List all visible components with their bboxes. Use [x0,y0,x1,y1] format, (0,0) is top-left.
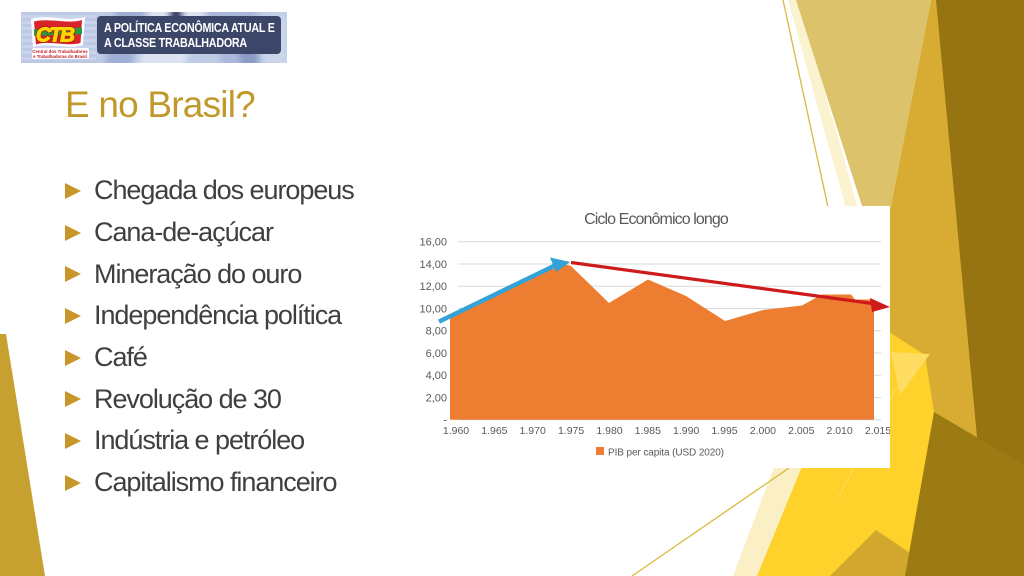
svg-text:16,00: 16,00 [419,237,447,249]
svg-text:2.015: 2.015 [865,425,890,437]
svg-text:14,00: 14,00 [419,259,447,271]
svg-text:2,00: 2,00 [426,392,447,404]
svg-text:2.010: 2.010 [826,425,852,437]
svg-text:e Trabalhadoras do Brasil: e Trabalhadoras do Brasil [33,54,87,59]
svg-text:1.980: 1.980 [596,425,622,437]
svg-text:CTB: CTB [36,24,75,47]
svg-text:A POLÍTICA ECONÔMICA ATUAL E: A POLÍTICA ECONÔMICA ATUAL E [104,20,275,35]
svg-text:2.005: 2.005 [788,425,814,437]
svg-text:10,00: 10,00 [419,303,447,315]
svg-text:PIB per capita (USD 2020): PIB per capita (USD 2020) [608,448,724,459]
svg-text:CTB: CTB [36,24,75,47]
svg-text:-: - [443,415,447,427]
svg-text:1.985: 1.985 [635,425,661,437]
svg-text:1.960: 1.960 [443,425,469,437]
svg-text:1.990: 1.990 [673,425,699,437]
svg-text:4,00: 4,00 [426,370,447,382]
svg-text:6,00: 6,00 [426,348,447,360]
svg-text:1.965: 1.965 [481,425,507,437]
svg-text:8,00: 8,00 [426,326,447,338]
svg-text:Central dos Trabalhadores: Central dos Trabalhadores [32,49,88,54]
svg-text:1.995: 1.995 [711,425,737,437]
svg-text:Ciclo Econômico longo: Ciclo Econômico longo [584,211,729,228]
svg-text:A CLASSE TRABALHADORA: A CLASSE TRABALHADORA [104,35,248,50]
svg-text:12,00: 12,00 [419,281,447,293]
svg-text:2.000: 2.000 [750,425,776,437]
svg-text:1.975: 1.975 [558,425,584,437]
svg-text:1.970: 1.970 [520,425,546,437]
